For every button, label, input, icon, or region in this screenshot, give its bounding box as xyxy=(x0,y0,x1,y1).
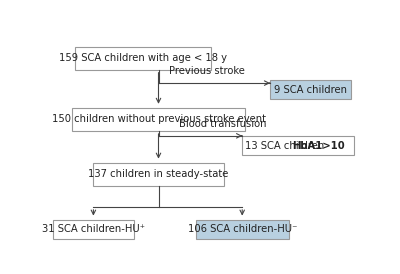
FancyBboxPatch shape xyxy=(270,80,351,99)
Text: 9 SCA children: 9 SCA children xyxy=(274,85,347,95)
Text: HbA1>10: HbA1>10 xyxy=(292,141,344,151)
FancyBboxPatch shape xyxy=(196,219,289,239)
FancyBboxPatch shape xyxy=(75,47,211,70)
Text: 31 SCA children-HU⁺: 31 SCA children-HU⁺ xyxy=(42,224,145,234)
Text: Blood transfusion: Blood transfusion xyxy=(179,119,266,129)
Text: Previous stroke: Previous stroke xyxy=(169,66,245,76)
Text: 150 children without previous stroke event: 150 children without previous stroke eve… xyxy=(52,114,266,124)
FancyBboxPatch shape xyxy=(53,219,134,239)
Text: 13 SCA children: 13 SCA children xyxy=(245,141,328,151)
Text: 159 SCA children with age < 18 y: 159 SCA children with age < 18 y xyxy=(59,53,227,63)
Text: 106 SCA children-HU⁻: 106 SCA children-HU⁻ xyxy=(188,224,297,234)
Text: 137 children in steady-state: 137 children in steady-state xyxy=(88,169,229,179)
FancyBboxPatch shape xyxy=(72,108,245,131)
FancyBboxPatch shape xyxy=(94,163,224,186)
FancyBboxPatch shape xyxy=(242,136,354,155)
